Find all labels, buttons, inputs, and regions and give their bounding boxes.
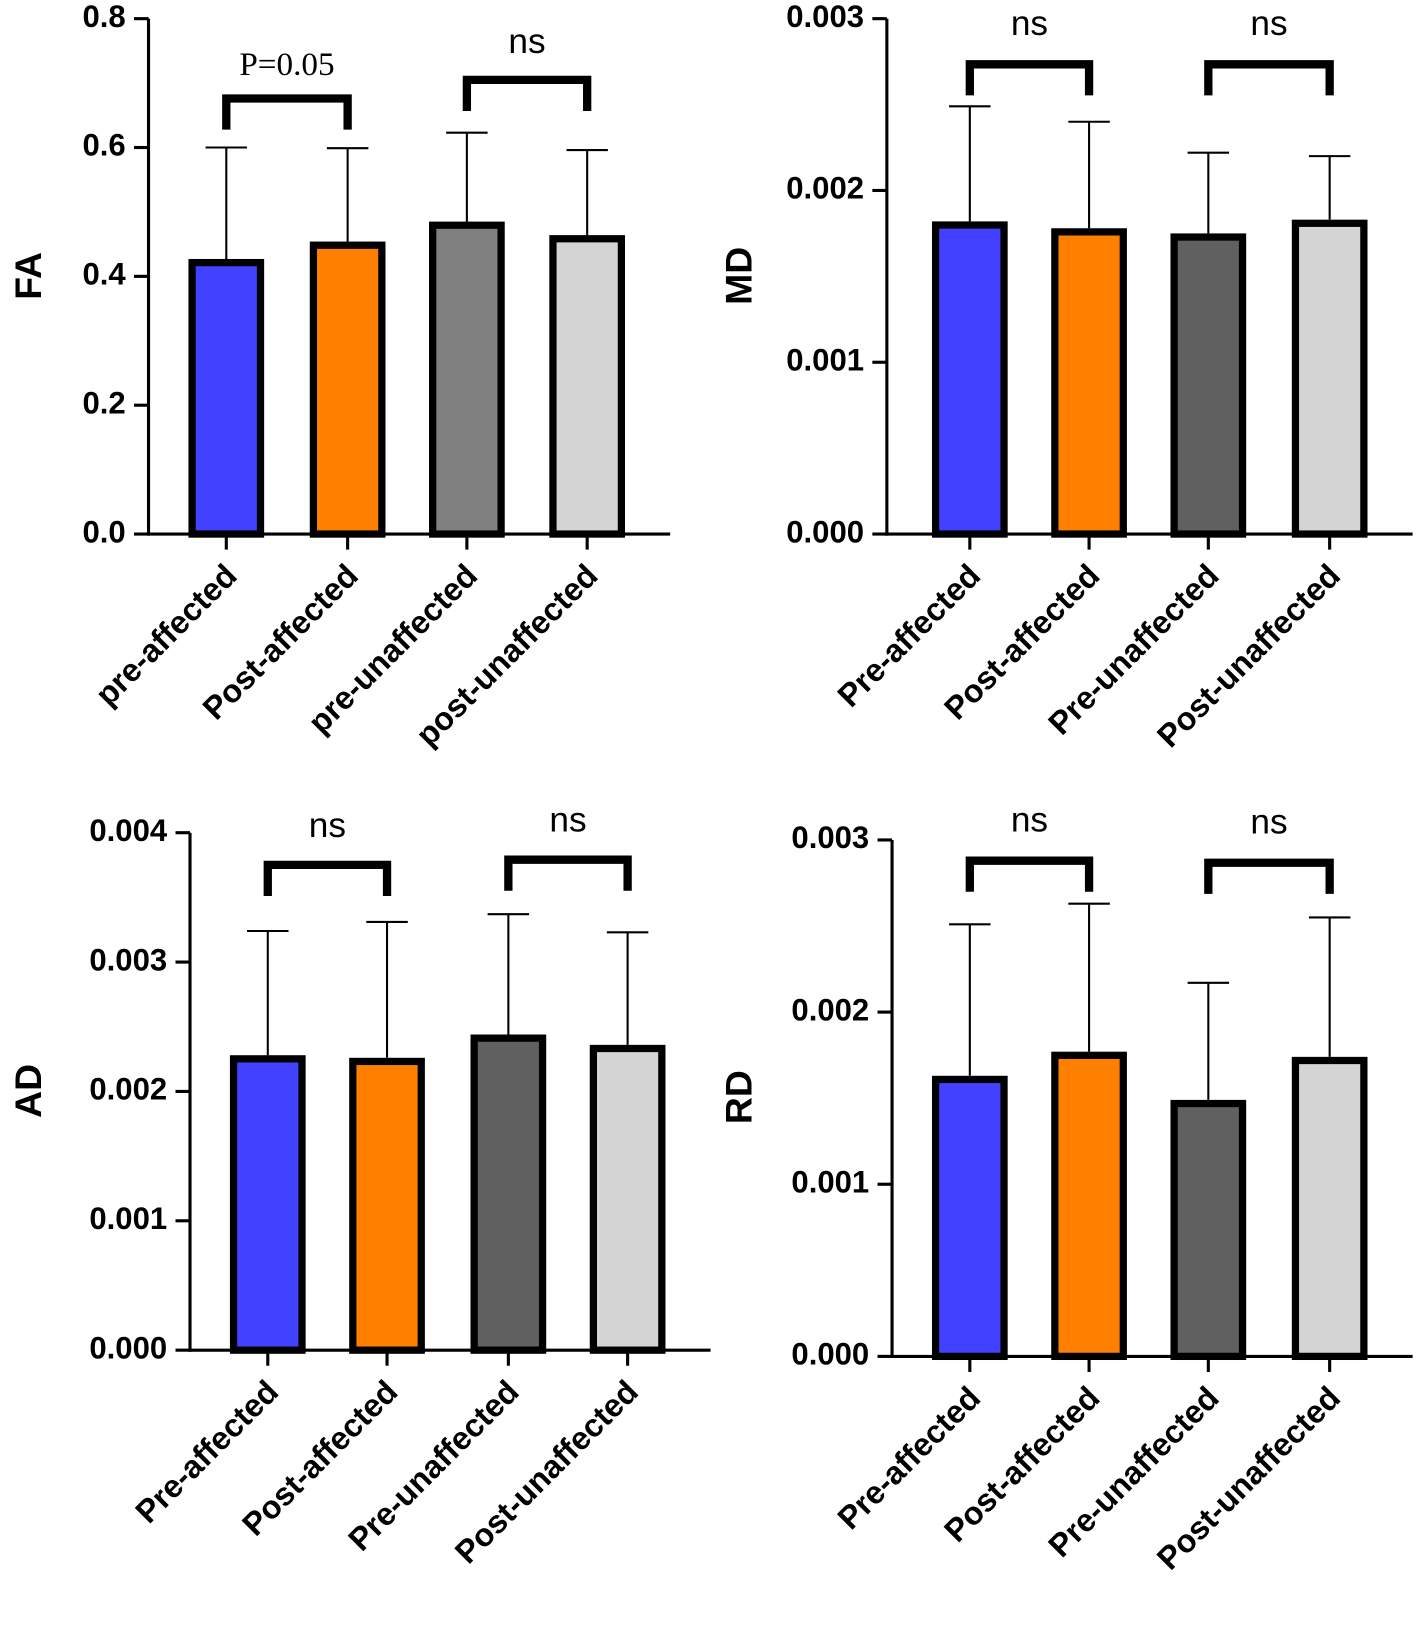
significance-label: ns xyxy=(1011,801,1048,840)
significance-label: ns xyxy=(1250,803,1287,842)
y-tick-label: 0.000 xyxy=(786,514,864,549)
bar xyxy=(1170,1099,1247,1361)
bar xyxy=(188,258,265,538)
bar xyxy=(1051,1051,1127,1361)
y-axis-label: FA xyxy=(7,252,49,300)
panel-md: MDPre-affectedPost-affectedPre-unaffecte… xyxy=(718,0,1413,754)
y-tick-label: 0.003 xyxy=(786,0,864,34)
significance-bracket xyxy=(1204,60,1334,96)
bar xyxy=(1291,1056,1368,1361)
significance-label: ns xyxy=(549,801,586,840)
bar xyxy=(931,1075,1008,1361)
panel-rd: RDPre-affectedPost-affectedPre-unaffecte… xyxy=(718,801,1413,1577)
y-tick-label: 0.002 xyxy=(791,992,869,1027)
y-tick-label: 0.000 xyxy=(791,1337,869,1372)
significance-bracket xyxy=(965,60,1094,96)
bar xyxy=(549,235,626,538)
significance-label: ns xyxy=(1250,4,1287,43)
bar xyxy=(1170,233,1247,538)
bar xyxy=(349,1057,425,1354)
significance-bracket xyxy=(462,75,592,111)
significance-bracket xyxy=(965,856,1094,892)
y-tick-label: 0.001 xyxy=(791,1164,869,1199)
y-tick-label: 0.6 xyxy=(82,128,125,163)
significance-bracket xyxy=(263,860,392,896)
bar xyxy=(470,1034,547,1354)
bar xyxy=(429,221,505,538)
y-tick-label: 0.4 xyxy=(82,257,126,292)
significance-label: ns xyxy=(508,22,545,61)
y-tick-label: 0.0 xyxy=(82,514,125,549)
y-tick-label: 0.004 xyxy=(89,813,168,848)
y-axis-label: MD xyxy=(718,247,760,305)
y-axis-label: AD xyxy=(7,1064,49,1118)
y-tick-label: 0.002 xyxy=(786,171,864,206)
y-tick-label: 0.2 xyxy=(82,385,125,420)
y-tick-label: 0.003 xyxy=(791,820,869,855)
y-tick-label: 0.000 xyxy=(89,1330,167,1365)
panel-fa: FApre-affectedPost-affectedpre-unaffecte… xyxy=(7,0,671,753)
significance-label: P=0.05 xyxy=(239,46,334,83)
y-tick-label: 0.001 xyxy=(89,1201,167,1236)
y-tick-label: 0.003 xyxy=(89,942,167,977)
bar xyxy=(1051,228,1127,538)
bar xyxy=(931,221,1008,538)
bar xyxy=(1291,219,1368,538)
significance-label: ns xyxy=(309,806,346,845)
panel-ad: ADPre-affectedPost-affectedPre-unaffecte… xyxy=(7,801,711,1570)
y-tick-label: 0.002 xyxy=(89,1072,167,1107)
y-axis-label: RD xyxy=(718,1070,760,1124)
significance-bracket xyxy=(1204,858,1334,894)
y-tick-label: 0.001 xyxy=(786,342,864,377)
y-tick-label: 0.8 xyxy=(82,0,125,34)
bar xyxy=(309,241,386,538)
significance-label: ns xyxy=(1011,4,1048,43)
bar xyxy=(229,1055,306,1354)
significance-bracket xyxy=(504,855,632,891)
significance-bracket xyxy=(222,94,352,130)
bar xyxy=(589,1044,666,1354)
